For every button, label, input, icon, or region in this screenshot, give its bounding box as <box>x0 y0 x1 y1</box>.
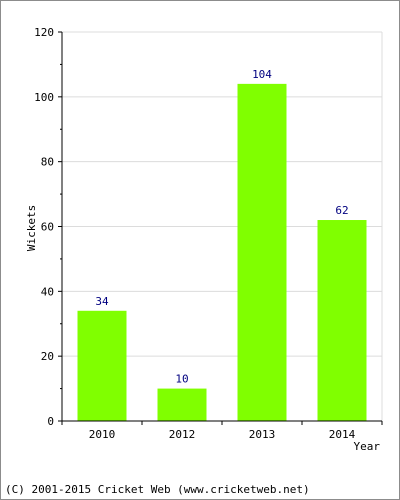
y-tick-label: 40 <box>41 285 54 298</box>
bar-chart: 0 20 40 60 80 100 120 34 2010 10 2012 104 2013 62 2014… <box>25 26 383 453</box>
bar-2013 <box>237 83 287 421</box>
data-label-2012: 10 <box>175 373 188 386</box>
data-label-2010: 34 <box>95 295 109 308</box>
y-tick-label: 100 <box>34 91 54 104</box>
grid-lines <box>62 31 383 421</box>
bar-2012 <box>157 388 207 421</box>
labels: 0 20 40 60 80 100 120 34 2010 10 2012 104 2013 62 2014 <box>34 26 355 441</box>
bars <box>77 83 367 421</box>
copyright-footer: (C) 2001-2015 Cricket Web (www.cricketwe… <box>5 483 310 496</box>
y-tick-label: 80 <box>41 156 54 169</box>
y-tick-label: 0 <box>47 415 54 428</box>
y-axis-label: Wickets <box>25 205 38 251</box>
x-tick-label-2010: 2010 <box>89 428 116 441</box>
data-label-2014: 62 <box>335 204 348 217</box>
x-tick-label-2014: 2014 <box>329 428 356 441</box>
x-axis-label: Year <box>354 440 381 453</box>
y-tick-label: 120 <box>34 26 54 39</box>
data-label-2013: 104 <box>252 68 272 81</box>
bar-2014 <box>317 220 367 421</box>
y-tick-label: 20 <box>41 350 54 363</box>
x-tick-label-2013: 2013 <box>249 428 276 441</box>
axes <box>58 31 383 425</box>
y-tick-label: 60 <box>41 221 54 234</box>
bar-2010 <box>77 310 127 421</box>
x-tick-label-2012: 2012 <box>169 428 196 441</box>
